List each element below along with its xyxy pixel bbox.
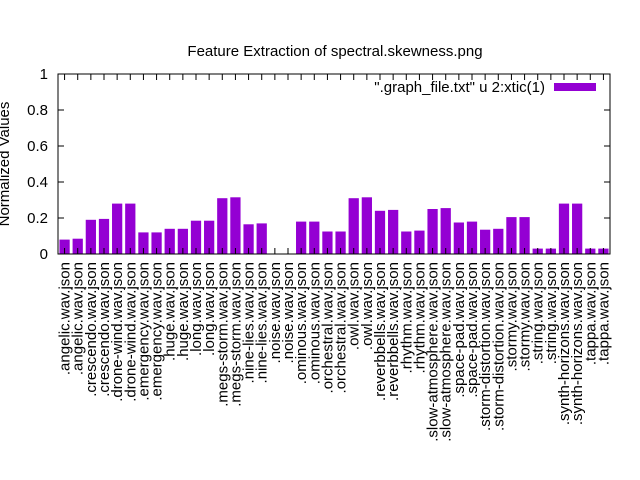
chart-title: Feature Extraction of spectral.skewness.… <box>187 43 482 60</box>
y-tick-label: 0.4 <box>27 174 48 191</box>
x-tick-label: .tappa.wav.json <box>595 262 612 365</box>
y-tick-label: 1 <box>40 66 48 83</box>
x-tick-label: .stormy.wav.json <box>517 262 534 371</box>
bar <box>217 198 228 254</box>
bar <box>374 210 386 254</box>
x-tick-label: .ominous.wav.json <box>306 262 323 384</box>
x-tick-label: .huge.wav.json <box>175 262 192 361</box>
bar <box>125 203 136 254</box>
bar <box>296 221 307 254</box>
bar <box>361 197 372 254</box>
legend: ".graph_file.txt" u 2:xtic(1) <box>374 79 596 96</box>
x-tick-label: .orchestral.wav.json <box>333 262 350 393</box>
x-tick-label: .crescendo.wav.json <box>83 262 100 397</box>
y-tick-label: 0.6 <box>27 138 48 155</box>
bar <box>493 228 504 254</box>
x-tick-label: .long.wav.json <box>201 262 218 356</box>
bar <box>335 231 346 254</box>
x-tick-label: .emergency.wav.json <box>135 262 152 401</box>
bar <box>112 203 123 254</box>
x-tick-label: .megs-storm.wav.json <box>214 262 231 407</box>
x-tick-label: .nine-lies.wav.json <box>254 262 271 383</box>
x-tick-label: .reverbbells.wav.json <box>372 262 389 401</box>
y-tick-label: 0 <box>40 246 48 263</box>
x-tick-label: .storm-distortion.wav.json <box>477 262 494 431</box>
x-tick-label: .rhythm.wav.json <box>411 262 428 373</box>
x-tick-label: .noise.wav.json <box>280 262 297 363</box>
x-tick-label: .crescendo.wav.json <box>96 262 113 397</box>
x-tick-label: .space-pad.wav.json <box>451 262 468 398</box>
bar <box>151 232 162 254</box>
x-tick-label: .drone-wind.wav.json <box>109 262 126 402</box>
bar <box>204 220 215 254</box>
y-tick-label: 0.2 <box>27 210 48 227</box>
bar <box>348 198 359 254</box>
bar <box>138 232 149 254</box>
legend-label: ".graph_file.txt" u 2:xtic(1) <box>374 79 545 96</box>
bar <box>480 229 491 254</box>
x-tick-label: .noise.wav.json <box>267 262 284 363</box>
x-tick-label: .slow-atmosphere.wav.json <box>438 262 455 442</box>
y-axis-title: Normalized Values <box>0 102 13 227</box>
x-tick-label: .synth-horizons.wav.json <box>569 262 586 425</box>
bar <box>256 223 267 254</box>
x-tick-label: .string.wav.json <box>543 262 560 364</box>
bar <box>177 228 188 254</box>
x-tick-label: .ominous.wav.json <box>293 262 310 384</box>
x-tick-label: .drone-wind.wav.json <box>122 262 139 402</box>
x-tick-label: .synth-horizons.wav.json <box>556 262 573 425</box>
bar <box>519 217 530 254</box>
x-tick-label: .reverbbells.wav.json <box>385 262 402 401</box>
bar <box>309 221 320 254</box>
bar <box>85 219 96 254</box>
x-tick-label: .space-pad.wav.json <box>464 262 481 398</box>
bar <box>427 209 438 254</box>
bar <box>453 222 464 254</box>
x-tick-label: .owl.wav.json <box>346 262 363 350</box>
x-tick-label: .owl.wav.json <box>359 262 376 350</box>
x-tick-label: .rhythm.wav.json <box>398 262 415 373</box>
x-tick-label: .slow-atmosphere.wav.json <box>425 262 442 442</box>
x-tick-label: .tappa.wav.json <box>582 262 599 365</box>
plot-area: 0 0.2 0.4 0.6 0.8 1 .angelic.wav.json.angelic.… <box>27 66 612 442</box>
x-tick-label: .stormy.wav.json <box>503 262 520 371</box>
x-tick-label: .angelic.wav.json <box>70 262 87 375</box>
bar <box>72 238 83 254</box>
bar <box>401 231 412 254</box>
bar <box>572 203 583 254</box>
x-tick-label: .orchestral.wav.json <box>319 262 336 393</box>
x-tick-label: .string.wav.json <box>530 262 547 364</box>
x-tick-label: .nine-lies.wav.json <box>241 262 258 383</box>
bar <box>414 230 425 254</box>
bar <box>164 228 175 254</box>
bar <box>440 208 451 254</box>
x-tick-label: .huge.wav.json <box>162 262 179 361</box>
x-tick-label: .storm-distortion.wav.json <box>490 262 507 431</box>
bar <box>98 218 110 254</box>
x-tick-label: .angelic.wav.json <box>57 262 74 375</box>
bar <box>243 224 254 254</box>
y-tick-label: 0.8 <box>27 102 48 119</box>
x-tick-label: .long.wav.json <box>188 262 205 356</box>
legend-swatch <box>554 83 596 91</box>
bar <box>558 203 570 254</box>
bar <box>506 217 517 254</box>
bar <box>230 197 241 254</box>
bar <box>388 209 399 254</box>
plot-frame <box>57 73 611 255</box>
x-tick-label: .megs-storm.wav.json <box>227 262 244 407</box>
bar <box>59 239 70 254</box>
x-tick-label: .emergency.wav.json <box>149 262 166 401</box>
bar <box>322 231 333 254</box>
bar <box>190 220 202 254</box>
bar <box>466 221 478 254</box>
